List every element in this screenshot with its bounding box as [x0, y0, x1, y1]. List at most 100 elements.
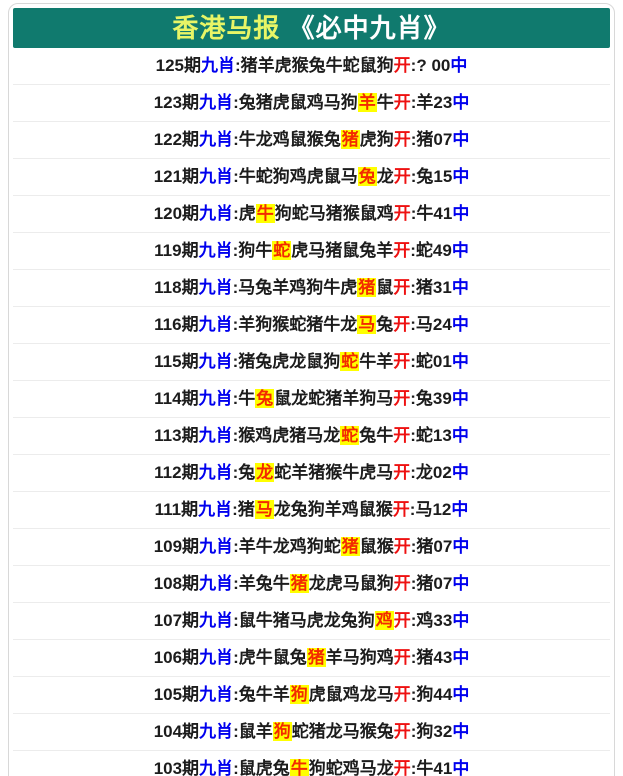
tag-label: 九肖	[199, 759, 234, 776]
hit-label: 中	[452, 130, 470, 149]
animal-char: 牛	[255, 611, 273, 630]
animal-char: 牛	[255, 685, 273, 704]
animal-char-highlighted: 狗	[272, 722, 292, 741]
animal-char: 狗	[376, 574, 394, 593]
hit-label: 中	[451, 463, 469, 482]
animal-char: 马	[289, 611, 307, 630]
animal-char: 龙	[323, 611, 341, 630]
animal-char: 牛	[359, 352, 377, 371]
animal-char-highlighted: 猪	[357, 278, 377, 297]
animal-char: 鼠	[359, 204, 377, 223]
animal-char: 兔	[238, 685, 256, 704]
tag-label: 九肖	[198, 500, 233, 519]
period-label: 116期	[154, 315, 199, 334]
result-value: :马24	[410, 315, 452, 334]
animal-char: 马	[376, 389, 394, 408]
hit-label: 中	[452, 93, 470, 112]
colon-separator: :	[233, 611, 239, 630]
colon-separator: :	[232, 463, 239, 482]
tag-label: 九肖	[199, 722, 234, 741]
animal-char: 龙	[289, 352, 307, 371]
open-label: 开	[393, 389, 411, 408]
animal-char: 狗	[306, 537, 324, 556]
colon-separator: :	[232, 500, 238, 519]
period-label: 120期	[153, 204, 200, 223]
tag-label: 九肖	[199, 574, 234, 593]
animal-char-highlighted: 兔	[255, 389, 275, 408]
open-label: 开	[393, 278, 411, 297]
animal-char: 狗	[340, 93, 358, 112]
animal-char: 猪	[308, 722, 326, 741]
tag-label: 九肖	[198, 389, 233, 408]
open-label: 开	[392, 500, 410, 519]
open-label: 开	[393, 426, 411, 445]
animal-char: 猴	[376, 537, 394, 556]
animal-char: 龙	[255, 130, 273, 149]
result-value: :猪31	[410, 278, 452, 297]
animal-char: 虎	[325, 574, 343, 593]
animal-char: 虎	[238, 648, 256, 667]
period-label: 104期	[153, 722, 200, 741]
animal-char: 龙	[308, 574, 326, 593]
period-label: 113期	[154, 426, 199, 445]
animal-char: 兔	[323, 130, 341, 149]
animal-char: 蛇	[323, 537, 341, 556]
animal-char: 虎	[255, 759, 273, 776]
animal-char: 羊	[376, 352, 394, 371]
animal-char: 虎	[291, 241, 309, 260]
animal-char: 蛇	[308, 389, 326, 408]
animal-char: 牛	[376, 426, 394, 445]
animal-char: 狗	[272, 167, 290, 186]
animal-char: 虎	[340, 278, 358, 297]
animal-char: 兔	[255, 574, 273, 593]
animal-char: 蛇	[255, 167, 273, 186]
open-label: 开	[393, 759, 411, 776]
animal-char: 虎	[308, 685, 326, 704]
animal-char: 狗	[357, 611, 375, 630]
animal-char: 牛	[255, 537, 273, 556]
period-label: 103期	[153, 759, 200, 776]
result-value: :牛41	[410, 204, 453, 223]
hit-label: 中	[452, 167, 470, 186]
period-label: 105期	[153, 685, 200, 704]
hit-label: 中	[451, 389, 469, 408]
tag-label: 九肖	[199, 167, 234, 186]
animal-char: 牛	[376, 93, 394, 112]
animal-char: 马	[342, 722, 360, 741]
period-label: 115期	[154, 352, 199, 371]
animal-char: 狗	[238, 241, 256, 260]
colon-separator: :	[233, 759, 239, 776]
animal-char: 牛	[238, 389, 256, 408]
tag-label: 九肖	[199, 93, 234, 112]
animal-char: 牛	[255, 648, 273, 667]
animal-char: 羊	[272, 278, 290, 297]
colon-separator: :	[233, 722, 239, 741]
animal-char: 虎	[359, 463, 377, 482]
hit-label: 中	[452, 611, 470, 630]
colon-separator: :	[232, 278, 239, 297]
result-row: 104期九肖:鼠羊狗蛇猪龙马猴兔开:狗32中	[13, 714, 610, 751]
animal-char: 牛	[323, 278, 341, 297]
hit-label: 中	[452, 204, 470, 223]
hit-label: 中	[452, 759, 470, 776]
animal-char: 猴	[306, 130, 324, 149]
result-row: 125期九肖:猪羊虎猴兔牛蛇鼠狗开:? 00中	[13, 48, 610, 85]
result-row: 118期九肖:马兔羊鸡狗牛虎猪鼠开:猪31中	[13, 270, 610, 307]
animal-char: 猴	[375, 500, 393, 519]
animal-char: 牛	[325, 56, 343, 75]
period-label: 107期	[153, 611, 200, 630]
period-label: 119期	[154, 241, 199, 260]
animal-char: 蛇	[325, 759, 343, 776]
result-value: :牛41	[410, 759, 453, 776]
result-value: :猪07	[410, 574, 453, 593]
page-title-brand: 香港马报	[172, 13, 281, 43]
animal-char: 鸡	[255, 426, 273, 445]
animal-char: 鼠	[323, 167, 341, 186]
animal-char: 牛	[238, 167, 256, 186]
animal-char: 鸡	[342, 685, 360, 704]
period-label: 108期	[153, 574, 200, 593]
open-label: 开	[393, 352, 411, 371]
animal-char: 羊	[272, 685, 290, 704]
colon-separator: :	[232, 241, 239, 260]
tag-label: 九肖	[198, 241, 233, 260]
